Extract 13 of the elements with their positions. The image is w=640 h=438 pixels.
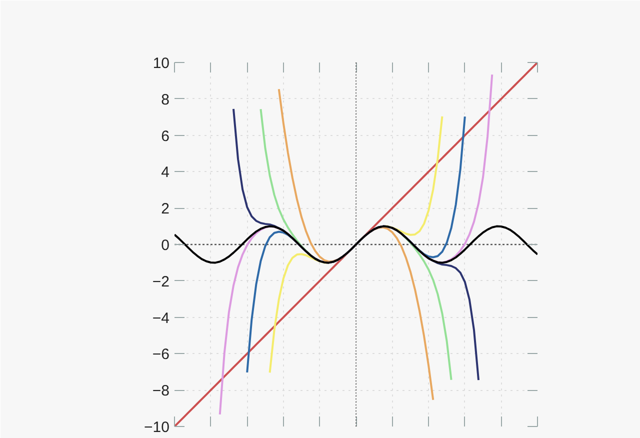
y-tick-label: 6 bbox=[161, 128, 170, 145]
y-tick-label: 2 bbox=[161, 200, 170, 218]
y-tick-label: −2 bbox=[152, 273, 170, 290]
y-tick-label: 10 bbox=[152, 55, 170, 72]
y-tick-label: 0 bbox=[161, 237, 170, 254]
y-tick-label: −8 bbox=[152, 382, 170, 400]
y-tick-label: −4 bbox=[152, 310, 170, 327]
line-series bbox=[174, 225, 538, 264]
y-tick-label: 8 bbox=[161, 91, 170, 108]
line-series bbox=[174, 62, 538, 426]
y-tick-label: 4 bbox=[161, 164, 170, 182]
y-tick-label: −6 bbox=[152, 346, 170, 364]
y-tick-label: −10 bbox=[144, 419, 170, 436]
